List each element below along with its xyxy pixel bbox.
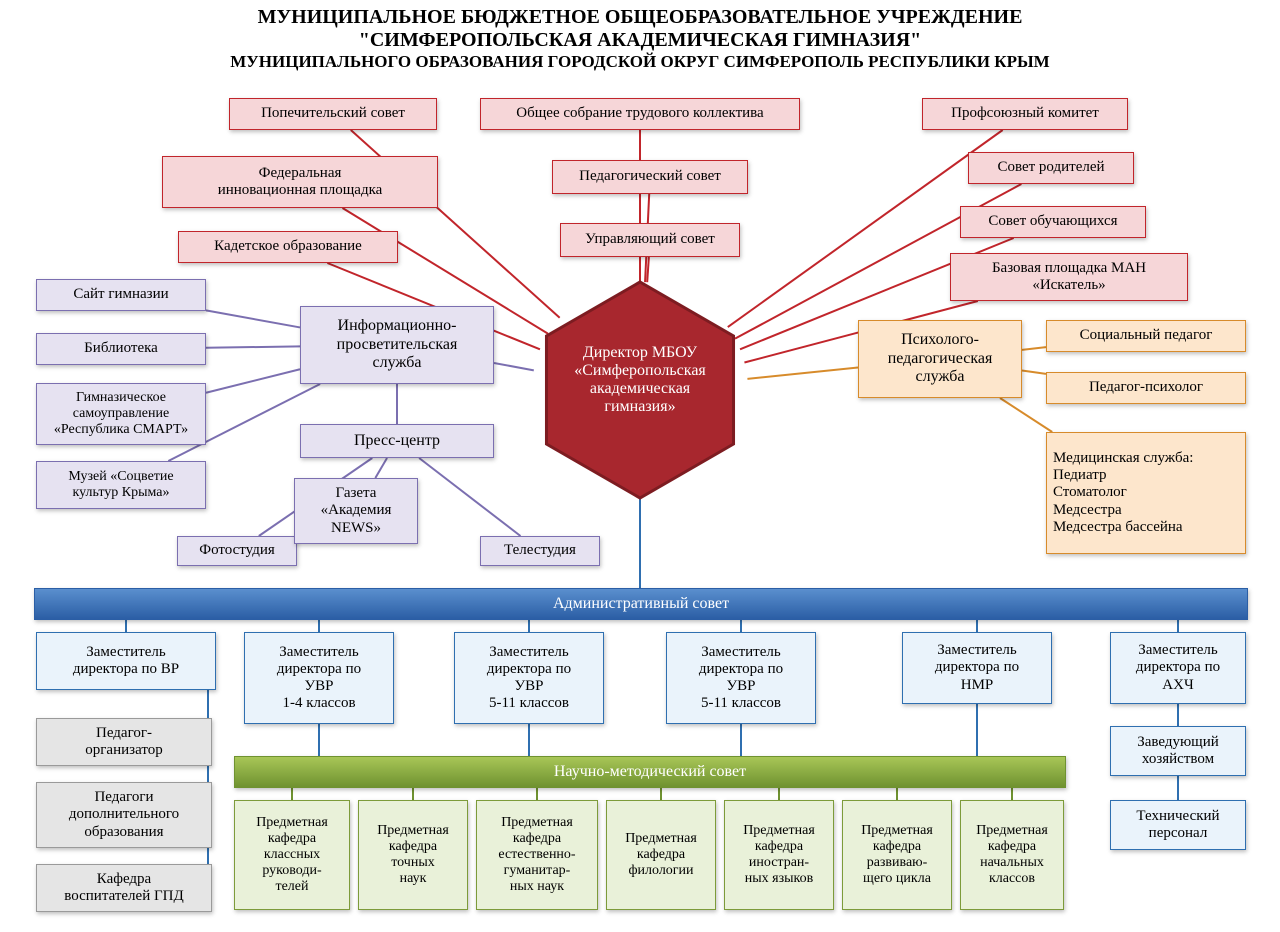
admin-council-bar: Административный совет: [34, 588, 1248, 620]
node-g2: Педагоги дополнительного образования: [36, 782, 212, 848]
node-n11: Сайт гимназии: [36, 279, 206, 311]
node-n10: Базовая площадка МАН «Искатель»: [950, 253, 1188, 301]
scientific-council-bar: Научно-методический совет: [234, 756, 1066, 788]
page-title: МУНИЦИПАЛЬНОЕ БЮДЖЕТНОЕ ОБЩЕОБРАЗОВАТЕЛЬ…: [0, 6, 1280, 72]
scientific-council-label: Научно-методический совет: [554, 763, 746, 781]
node-k5: Предметная кафедра иностран- ных языков: [724, 800, 834, 910]
node-k7: Предметная кафедра начальных классов: [960, 800, 1064, 910]
node-n17: Пресс-центр: [300, 424, 494, 458]
node-d7: Заведующий хозяйством: [1110, 726, 1246, 776]
node-n1: Попечительский совет: [229, 98, 437, 130]
node-k3: Предметная кафедра естественно- гуманита…: [476, 800, 598, 910]
node-d3: Заместитель директора по УВР 5-11 классо…: [454, 632, 604, 724]
node-g3: Кафедра воспитателей ГПД: [36, 864, 212, 912]
node-d4: Заместитель директора по УВР 5-11 классо…: [666, 632, 816, 724]
node-n6: Управляющий совет: [560, 223, 740, 257]
node-d5: Заместитель директора по НМР: [902, 632, 1052, 704]
title-line2: "СИМФЕРОПОЛЬСКАЯ АКАДЕМИЧЕСКАЯ ГИМНАЗИЯ": [0, 29, 1280, 52]
node-n4: Общее собрание трудового коллектива: [480, 98, 800, 130]
node-n21: Социальный педагог: [1046, 320, 1246, 352]
node-n5: Педагогический совет: [552, 160, 748, 194]
node-n7: Профсоюзный комитет: [922, 98, 1128, 130]
node-k2: Предметная кафедра точных наук: [358, 800, 468, 910]
node-n15: Фотостудия: [177, 536, 297, 566]
node-n13: Гимназическое самоуправление «Республика…: [36, 383, 206, 445]
node-g1: Педагог- организатор: [36, 718, 212, 766]
node-n12: Библиотека: [36, 333, 206, 365]
node-k6: Предметная кафедра развиваю- щего цикла: [842, 800, 952, 910]
admin-council-label: Административный совет: [553, 595, 729, 613]
node-n20: Психолого- педагогическая служба: [858, 320, 1022, 398]
node-n14: Музей «Соцветие культур Крыма»: [36, 461, 206, 509]
node-d2: Заместитель директора по УВР 1-4 классов: [244, 632, 394, 724]
node-n8: Совет родителей: [968, 152, 1134, 184]
node-d6: Заместитель директора по АХЧ: [1110, 632, 1246, 704]
title-line3: МУНИЦИПАЛЬНОГО ОБРАЗОВАНИЯ ГОРОДСКОЙ ОКР…: [0, 52, 1280, 72]
director-label: Директор МБОУ «Симферопольская академиче…: [540, 344, 740, 416]
node-n3: Кадетское образование: [178, 231, 398, 263]
node-n2: Федеральная инновационная площадка: [162, 156, 438, 208]
node-n16: Информационно- просветительская служба: [300, 306, 494, 384]
title-line1: МУНИЦИПАЛЬНОЕ БЮДЖЕТНОЕ ОБЩЕОБРАЗОВАТЕЛЬ…: [0, 6, 1280, 29]
node-n9: Совет обучающихся: [960, 206, 1146, 238]
node-d1: Заместитель директора по ВР: [36, 632, 216, 690]
node-n19: Телестудия: [480, 536, 600, 566]
node-n18: Газета «Академия NEWS»: [294, 478, 418, 544]
node-k4: Предметная кафедра филологии: [606, 800, 716, 910]
node-n22: Педагог-психолог: [1046, 372, 1246, 404]
node-d8: Технический персонал: [1110, 800, 1246, 850]
node-n23: Медицинская служба: Педиатр Стоматолог М…: [1046, 432, 1246, 554]
node-k1: Предметная кафедра классных руководи- те…: [234, 800, 350, 910]
